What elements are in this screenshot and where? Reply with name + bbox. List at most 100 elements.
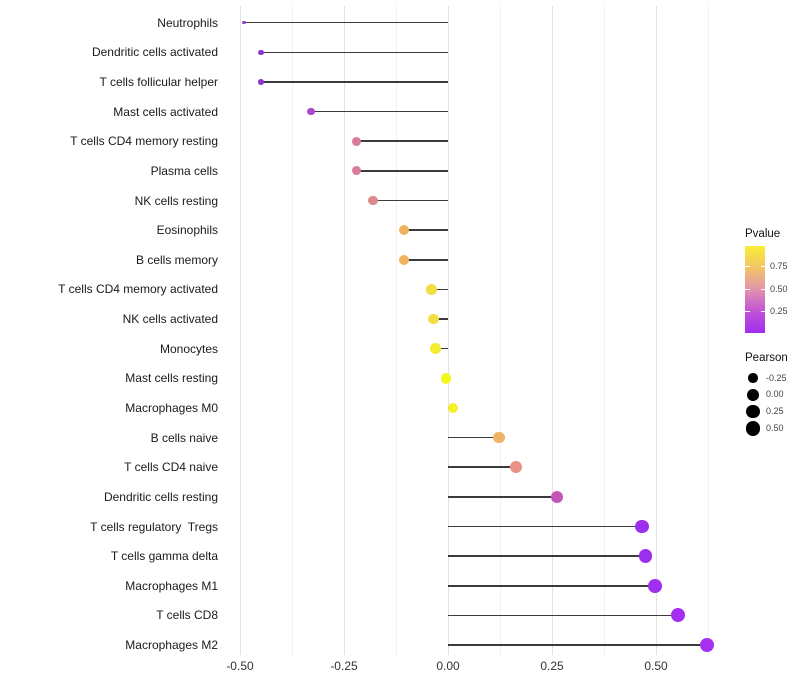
lollipop-dot: [670, 608, 685, 623]
pvalue-tick-label: 0.50: [770, 283, 788, 294]
lollipop-dot: [242, 20, 246, 25]
lollipop-stick: [244, 21, 448, 24]
lollipop-dot: [306, 107, 315, 116]
lollipop-stick: [433, 318, 448, 320]
x-axis-tick-label: 0.25: [540, 659, 564, 673]
lollipop-dot: [258, 49, 264, 56]
lollipop-stick: [448, 436, 500, 439]
lollipop-dot: [430, 343, 441, 354]
lollipop-dot: [352, 136, 361, 146]
lollipop-stick: [260, 81, 448, 83]
category-label: NK cells resting: [134, 193, 218, 208]
pvalue-tick-label: 0.75: [770, 261, 788, 272]
category-label: T cells gamma delta: [110, 549, 218, 564]
category-label: T cells CD4 memory resting: [70, 134, 218, 149]
lollipop-stick: [448, 466, 517, 469]
category-label: Eosinophils: [156, 223, 218, 238]
pearson-size-key-label: 0.00: [766, 389, 784, 400]
category-label: Neutrophils: [157, 15, 218, 30]
category-label: Macrophages M1: [125, 578, 218, 593]
pearson-size-key-dot: [745, 420, 761, 436]
gridline-minor: [499, 6, 501, 655]
pearson-size-key-dot: [748, 373, 758, 383]
gridline-minor: [603, 6, 605, 655]
lollipop-dot: [352, 166, 361, 176]
pearson-size-key-label: 0.25: [766, 406, 784, 417]
lollipop-stick: [448, 555, 646, 557]
pvalue-gradient-bar: [745, 246, 765, 333]
gridline-minor: [395, 6, 397, 655]
category-label: Dendritic cells resting: [103, 489, 218, 504]
x-axis-tick-label: 0.00: [436, 659, 460, 673]
pvalue-legend-title: Pvalue: [745, 228, 781, 240]
lollipop-dot: [699, 637, 715, 653]
lollipop-dot: [399, 225, 410, 236]
lollipop-stick: [431, 288, 448, 291]
lollipop-dot: [550, 490, 564, 504]
category-label: B cells naive: [150, 430, 218, 445]
lollipop-stick: [356, 170, 448, 172]
pvalue-tick-mark: [760, 310, 765, 312]
lollipop-dot: [440, 372, 452, 384]
gridline-major: [655, 6, 657, 655]
lollipop-stick: [448, 496, 557, 498]
lollipop-stick: [404, 258, 448, 261]
x-axis-tick-label: -0.50: [226, 659, 254, 673]
lollipop-dot: [447, 402, 459, 414]
category-label: Macrophages M0: [125, 400, 218, 415]
lollipop-stick: [448, 644, 708, 646]
lollipop-dot: [638, 549, 653, 564]
lollipop-dot: [428, 313, 439, 325]
gridline-major: [343, 6, 345, 655]
lollipop-stick: [310, 110, 448, 113]
lollipop-stick: [404, 229, 448, 231]
x-axis-tick-label: -0.25: [330, 659, 358, 673]
pvalue-tick-mark: [760, 266, 765, 268]
lollipop-dot: [493, 431, 505, 444]
category-label: Dendritic cells activated: [91, 45, 218, 60]
lollipop-dot: [635, 519, 650, 534]
category-label: T cells regulatory Tregs: [90, 519, 218, 534]
gridline-minor: [291, 6, 293, 655]
category-label: T cells CD4 naive: [124, 460, 218, 475]
category-label: Monocytes: [159, 341, 218, 356]
lollipop-dot: [399, 254, 410, 265]
x-axis-tick-label: 0.50: [644, 659, 668, 673]
pearson-size-key-dot: [747, 388, 759, 401]
lollipop-dot: [426, 284, 437, 295]
category-label: Macrophages M2: [125, 638, 218, 653]
lollipop-stick: [260, 51, 448, 54]
lollipop-dot: [648, 578, 663, 593]
gridline-minor: [707, 6, 709, 655]
pvalue-tick-mark: [745, 310, 750, 312]
gridline-major: [239, 6, 241, 655]
pearson-size-key-dot: [746, 404, 760, 419]
gridline-major: [447, 6, 449, 655]
pvalue-tick-mark: [745, 288, 750, 290]
lollipop-dot: [258, 79, 264, 85]
lollipop-stick: [373, 199, 448, 202]
lollipop-stick: [448, 525, 643, 528]
pearson-size-key-label: -0.25: [766, 372, 787, 383]
category-label: NK cells activated: [122, 312, 218, 327]
pvalue-tick-mark: [745, 266, 750, 268]
lollipop-stick: [356, 140, 448, 143]
category-label: B cells memory: [135, 252, 218, 267]
category-label: Plasma cells: [150, 163, 218, 178]
pearson-size-key-label: 0.50: [766, 422, 784, 433]
category-label: T cells CD8: [156, 608, 218, 623]
pvalue-tick-label: 0.25: [770, 305, 788, 316]
lollipop-stick: [448, 584, 656, 587]
pvalue-tick-mark: [760, 288, 765, 290]
category-label: Mast cells activated: [113, 104, 218, 119]
lollipop-stick: [448, 614, 678, 617]
lollipop-stick: [435, 347, 448, 350]
category-label: Mast cells resting: [125, 371, 218, 386]
gridline-major: [551, 6, 553, 655]
pearson-legend-title: Pearson: [745, 352, 788, 364]
category-label: T cells CD4 memory activated: [58, 282, 218, 297]
lollipop-dot: [510, 461, 523, 474]
lollipop-dot: [368, 195, 378, 206]
category-label: T cells follicular helper: [99, 74, 219, 89]
